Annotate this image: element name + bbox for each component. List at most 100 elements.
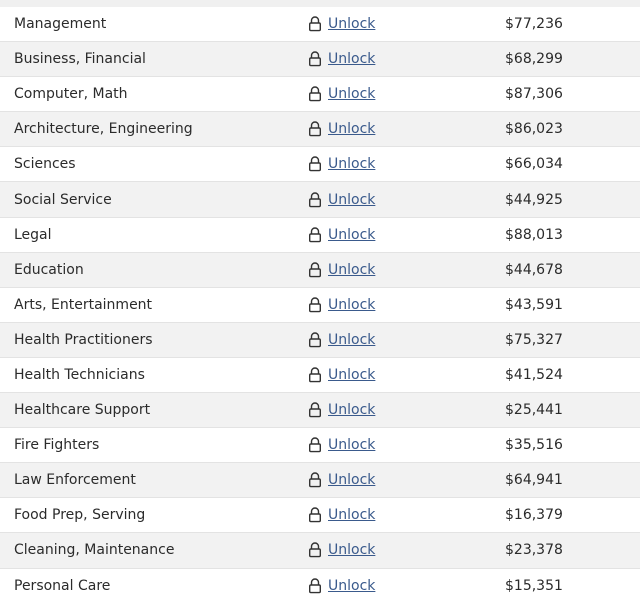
lock-icon bbox=[309, 86, 322, 102]
unlock-link[interactable]: Unlock bbox=[328, 226, 376, 243]
table-row: Business, Financial Unlock $68,299 bbox=[0, 42, 640, 78]
unlock-link[interactable]: Unlock bbox=[328, 472, 376, 489]
table-row: Social Service Unlock $44,925 bbox=[0, 182, 640, 218]
unlock-link[interactable]: Unlock bbox=[328, 51, 376, 68]
lock-icon bbox=[309, 121, 322, 137]
lock-icon bbox=[309, 472, 322, 488]
unlock-link[interactable]: Unlock bbox=[328, 86, 376, 103]
table-row: Health Practitioners Unlock $75,327 bbox=[0, 322, 640, 358]
lock-icon bbox=[309, 507, 322, 523]
table-row: Education Unlock $44,678 bbox=[0, 252, 640, 288]
lock-icon bbox=[309, 437, 322, 453]
table-row: Sciences Unlock $66,034 bbox=[0, 147, 640, 183]
unlock-link[interactable]: Unlock bbox=[328, 16, 376, 33]
lock-icon bbox=[309, 542, 322, 558]
top-strip bbox=[0, 0, 640, 7]
unlock-cell: Unlock bbox=[308, 16, 375, 32]
lock-icon bbox=[309, 226, 322, 242]
table-row: Fire Fighters Unlock $35,516 bbox=[0, 428, 640, 464]
unlock-cell: Unlock bbox=[308, 402, 375, 418]
table-row: Food Prep, Serving Unlock $16,379 bbox=[0, 498, 640, 534]
unlock-link[interactable]: Unlock bbox=[328, 261, 376, 278]
lock-icon bbox=[309, 367, 322, 383]
salary-value: $23,378 bbox=[505, 542, 563, 559]
salary-value: $86,023 bbox=[505, 121, 563, 138]
salary-value: $64,941 bbox=[505, 472, 563, 489]
occupation-label: Management bbox=[14, 16, 107, 33]
salary-value: $44,925 bbox=[505, 191, 563, 208]
lock-icon bbox=[309, 402, 322, 418]
unlock-link[interactable]: Unlock bbox=[328, 437, 376, 454]
unlock-link[interactable]: Unlock bbox=[328, 156, 376, 173]
unlock-link[interactable]: Unlock bbox=[328, 121, 376, 138]
salary-value: $43,591 bbox=[505, 296, 563, 313]
unlock-link[interactable]: Unlock bbox=[328, 366, 376, 383]
unlock-cell: Unlock bbox=[308, 297, 375, 313]
table-row: Architecture, Engineering Unlock $86,023 bbox=[0, 112, 640, 148]
unlock-link[interactable]: Unlock bbox=[328, 542, 376, 559]
unlock-cell: Unlock bbox=[308, 156, 375, 172]
unlock-cell: Unlock bbox=[308, 367, 375, 383]
lock-icon bbox=[309, 191, 322, 207]
occupation-label: Health Practitioners bbox=[14, 331, 153, 348]
occupation-label: Legal bbox=[14, 226, 52, 243]
unlock-link[interactable]: Unlock bbox=[328, 331, 376, 348]
salary-table: Management Unlock $77,236 Business, Financi… bbox=[0, 7, 640, 604]
lock-icon bbox=[309, 332, 322, 348]
unlock-link[interactable]: Unlock bbox=[328, 296, 376, 313]
salary-value: $66,034 bbox=[505, 156, 563, 173]
table-row: Law Enforcement Unlock $64,941 bbox=[0, 463, 640, 499]
lock-icon bbox=[309, 297, 322, 313]
occupation-label: Law Enforcement bbox=[14, 472, 136, 489]
unlock-cell: Unlock bbox=[308, 192, 375, 208]
table-row: Legal Unlock $88,013 bbox=[0, 217, 640, 253]
salary-value: $35,516 bbox=[505, 437, 563, 454]
unlock-cell: Unlock bbox=[308, 227, 375, 243]
occupation-label: Fire Fighters bbox=[14, 437, 100, 454]
unlock-cell: Unlock bbox=[308, 542, 375, 558]
occupation-label: Education bbox=[14, 261, 84, 278]
unlock-link[interactable]: Unlock bbox=[328, 507, 376, 524]
occupation-label: Business, Financial bbox=[14, 51, 146, 68]
occupation-label: Cleaning, Maintenance bbox=[14, 542, 175, 559]
unlock-cell: Unlock bbox=[308, 51, 375, 67]
table-row: Cleaning, Maintenance Unlock $23,378 bbox=[0, 533, 640, 569]
lock-icon bbox=[309, 16, 322, 32]
occupation-label: Sciences bbox=[14, 156, 76, 173]
salary-value: $68,299 bbox=[505, 51, 563, 68]
unlock-cell: Unlock bbox=[308, 472, 375, 488]
occupation-label: Personal Care bbox=[14, 578, 111, 595]
occupation-label: Computer, Math bbox=[14, 86, 128, 103]
table-row: Computer, Math Unlock $87,306 bbox=[0, 77, 640, 113]
unlock-cell: Unlock bbox=[308, 507, 375, 523]
salary-value: $16,379 bbox=[505, 507, 563, 524]
lock-icon bbox=[309, 262, 322, 278]
table-row: Healthcare Support Unlock $25,441 bbox=[0, 393, 640, 429]
salary-value: $75,327 bbox=[505, 331, 563, 348]
unlock-cell: Unlock bbox=[308, 578, 375, 594]
table-row: Personal Care Unlock $15,351 bbox=[0, 568, 640, 604]
table-row: Health Technicians Unlock $41,524 bbox=[0, 357, 640, 394]
occupation-label: Food Prep, Serving bbox=[14, 507, 146, 524]
unlock-cell: Unlock bbox=[308, 121, 375, 137]
unlock-cell: Unlock bbox=[308, 86, 375, 102]
table-row: Management Unlock $77,236 bbox=[0, 7, 640, 43]
salary-value: $77,236 bbox=[505, 16, 563, 33]
unlock-link[interactable]: Unlock bbox=[328, 191, 376, 208]
salary-value: $87,306 bbox=[505, 86, 563, 103]
table-row: Arts, Entertainment Unlock $43,591 bbox=[0, 287, 640, 323]
salary-value: $88,013 bbox=[505, 226, 563, 243]
salary-value: $15,351 bbox=[505, 578, 563, 595]
unlock-link[interactable]: Unlock bbox=[328, 402, 376, 419]
salary-value: $44,678 bbox=[505, 261, 563, 278]
occupation-label: Healthcare Support bbox=[14, 402, 151, 419]
unlock-link[interactable]: Unlock bbox=[328, 578, 376, 595]
lock-icon bbox=[309, 51, 322, 67]
salary-value: $41,524 bbox=[505, 366, 563, 383]
occupation-label: Architecture, Engineering bbox=[14, 121, 193, 138]
lock-icon bbox=[309, 156, 322, 172]
occupation-label: Arts, Entertainment bbox=[14, 296, 153, 313]
salary-value: $25,441 bbox=[505, 402, 563, 419]
lock-icon bbox=[309, 578, 322, 594]
occupation-label: Health Technicians bbox=[14, 366, 145, 383]
